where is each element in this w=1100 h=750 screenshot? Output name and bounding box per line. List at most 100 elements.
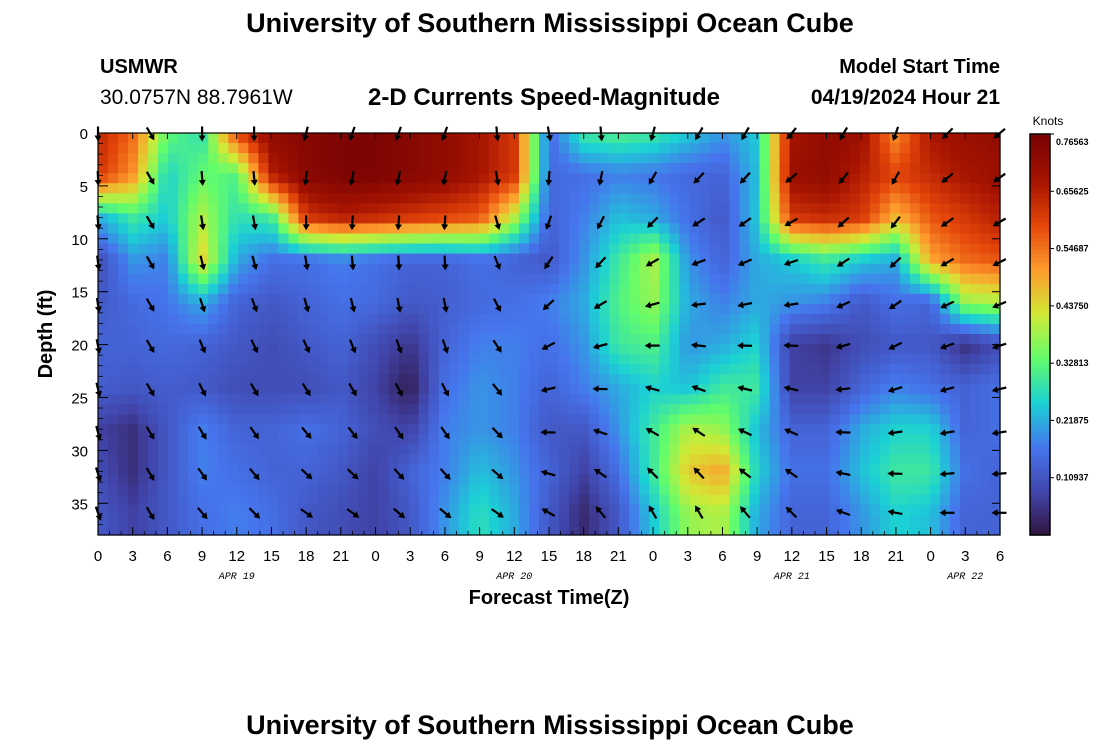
heatmap-cell xyxy=(308,474,320,486)
heatmap-cell xyxy=(448,384,460,395)
heatmap-cell xyxy=(879,474,891,486)
heatmap-cell xyxy=(378,253,390,265)
current-arrow xyxy=(738,468,752,479)
heatmap-cell xyxy=(308,444,320,456)
heatmap-cell xyxy=(569,474,580,486)
heatmap-cell xyxy=(639,243,650,255)
heatmap-cell xyxy=(549,524,560,536)
current-arrow xyxy=(647,467,659,479)
heatmap-cell xyxy=(228,223,239,235)
heatmap-cell xyxy=(148,464,159,476)
current-arrow xyxy=(783,342,799,349)
heatmap-cell xyxy=(929,313,941,325)
heatmap-cell xyxy=(388,143,400,154)
heatmap-cell xyxy=(328,293,340,305)
heatmap-cell xyxy=(589,253,600,265)
heatmap-cell xyxy=(659,313,670,325)
heatmap-cell xyxy=(468,183,480,194)
heatmap-cell xyxy=(969,183,981,194)
heatmap-cell xyxy=(228,364,239,375)
heatmap-cell xyxy=(178,414,189,426)
heatmap-cell xyxy=(989,454,1001,466)
heatmap-cell xyxy=(559,293,570,305)
heatmap-cell xyxy=(939,303,951,315)
heatmap-cell xyxy=(909,504,921,516)
x-tick-label: 18 xyxy=(853,548,870,565)
heatmap-cell xyxy=(949,464,961,476)
heatmap-cell xyxy=(729,243,741,255)
heatmap-cell xyxy=(388,193,400,204)
heatmap-cell xyxy=(629,273,640,285)
heatmap-cell xyxy=(569,334,580,345)
heatmap-cell xyxy=(398,484,410,496)
heatmap-cell xyxy=(599,464,610,476)
current-arrow xyxy=(492,339,502,353)
heatmap-cell xyxy=(338,293,350,305)
heatmap-cell xyxy=(889,153,901,164)
heatmap-cell xyxy=(669,524,680,536)
heatmap-cell xyxy=(368,404,380,415)
heatmap-cell xyxy=(719,344,730,355)
heatmap-cell xyxy=(118,183,129,194)
heatmap-cell xyxy=(599,133,610,144)
heatmap-cell xyxy=(218,404,229,415)
heatmap-cell xyxy=(518,263,530,275)
heatmap-cell xyxy=(98,524,109,536)
heatmap-cell xyxy=(158,334,169,345)
heatmap-cell xyxy=(528,143,540,154)
heatmap-cell xyxy=(338,153,350,164)
heatmap-cell xyxy=(238,303,249,315)
heatmap-cell xyxy=(729,163,741,174)
x-tick-label: 15 xyxy=(818,548,835,565)
heatmap-cell xyxy=(559,273,570,285)
current-arrow xyxy=(249,426,259,440)
heatmap-cell xyxy=(769,183,781,194)
heatmap-cell xyxy=(188,524,199,536)
heatmap-cell xyxy=(118,384,129,395)
heatmap-cell xyxy=(98,193,109,204)
heatmap-cell xyxy=(609,474,620,486)
heatmap-cell xyxy=(538,444,550,456)
heatmap-cell xyxy=(939,404,951,415)
heatmap-cell xyxy=(569,273,580,285)
heatmap-cell xyxy=(378,153,390,164)
heatmap-cell xyxy=(408,504,420,516)
current-arrow xyxy=(597,170,604,186)
heatmap-cell xyxy=(749,364,761,375)
heatmap-cell xyxy=(488,344,500,355)
heatmap-cell xyxy=(769,414,781,426)
heatmap-cell xyxy=(859,504,871,516)
heatmap-cell xyxy=(288,464,300,476)
colorbar-segment xyxy=(1030,438,1050,444)
heatmap-cell xyxy=(518,484,530,496)
heatmap-cell xyxy=(859,394,871,405)
heatmap-cell xyxy=(388,293,400,305)
heatmap-cell xyxy=(508,494,520,506)
heatmap-cell xyxy=(869,504,881,516)
heatmap-cell xyxy=(128,374,139,385)
heatmap-cell xyxy=(378,484,390,496)
heatmap-cell xyxy=(859,404,871,415)
heatmap-cell xyxy=(228,133,239,144)
heatmap-cell xyxy=(368,273,380,285)
heatmap-cell xyxy=(839,313,851,325)
heatmap-cell xyxy=(549,133,560,144)
heatmap-cell xyxy=(188,323,199,335)
heatmap-cell xyxy=(839,133,851,144)
heatmap-cell xyxy=(128,524,139,536)
heatmap-cell xyxy=(979,173,991,184)
heatmap-cell xyxy=(959,253,971,265)
heatmap-cell xyxy=(468,444,480,456)
heatmap-cell xyxy=(248,404,259,415)
heatmap-cell xyxy=(458,243,470,255)
heatmap-cell xyxy=(879,464,891,476)
heatmap-cell xyxy=(759,454,771,466)
heatmap-cell xyxy=(258,404,269,415)
heatmap-cell xyxy=(448,313,460,325)
heatmap-cell xyxy=(178,384,189,395)
heatmap-cell xyxy=(508,344,520,355)
heatmap-cell xyxy=(709,444,720,456)
heatmap-cell xyxy=(669,273,680,285)
heatmap-cell xyxy=(749,303,761,315)
heatmap-cell xyxy=(268,394,279,405)
